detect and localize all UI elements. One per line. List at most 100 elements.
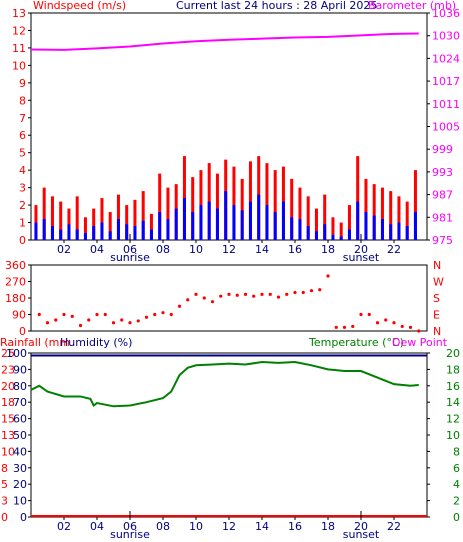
rainfall-y-tick-label: 25 bbox=[1, 347, 15, 360]
compass-tick-label: W bbox=[433, 276, 444, 289]
hour-tick-label: 04 bbox=[90, 243, 104, 256]
sunset-label: sunset bbox=[343, 251, 380, 264]
humidity-y-tick-label: 30 bbox=[13, 462, 27, 475]
compass-tick-label: N bbox=[433, 259, 441, 272]
humidity-y-tick-label: 80 bbox=[13, 380, 27, 393]
wind-direction-point bbox=[103, 312, 107, 317]
rainfall-y-tick-label: 5 bbox=[1, 478, 8, 491]
wind-direction-point bbox=[293, 290, 297, 295]
temperature-y-tick-label: 2 bbox=[453, 495, 460, 508]
wind-direction-point bbox=[210, 300, 215, 304]
wind-direction-point bbox=[301, 290, 305, 295]
wind-y-tick-label: 7 bbox=[19, 112, 26, 125]
sunset-label: sunset bbox=[343, 528, 380, 541]
wind-y-tick-label: 9 bbox=[19, 77, 26, 90]
hour-tick-label: 06 bbox=[123, 243, 137, 256]
hour-tick-label: 16 bbox=[288, 520, 302, 533]
wind-direction-point bbox=[177, 304, 182, 308]
hour-tick-label: 22 bbox=[387, 243, 401, 256]
chart-marks: 0123456789101112139759819879939991005101… bbox=[1, 7, 460, 541]
hour-tick-label: 18 bbox=[321, 243, 335, 256]
humidity-y-tick-label: 60 bbox=[13, 413, 27, 426]
hour-tick-label: 08 bbox=[156, 243, 170, 256]
wind-direction-point bbox=[334, 325, 338, 329]
humidity-y-tick-label: 0 bbox=[20, 511, 27, 524]
temperature-y-tick-label: 14 bbox=[446, 396, 460, 409]
wind-direction-point bbox=[392, 321, 396, 325]
humidity-y-tick-label: 90 bbox=[13, 363, 27, 376]
wind-direction-point bbox=[417, 329, 421, 333]
humidity-legend: Humidity (%) bbox=[60, 336, 132, 349]
barometer-y-tick-label: 1024 bbox=[432, 52, 460, 65]
wind-direction-point bbox=[318, 288, 322, 292]
wind-direction-point bbox=[194, 292, 198, 296]
wind-direction-point bbox=[400, 324, 404, 329]
hour-tick-label: 12 bbox=[222, 520, 236, 533]
wind-direction-point bbox=[54, 318, 58, 322]
temperature-y-tick-label: 8 bbox=[453, 445, 460, 458]
wind-direction-point bbox=[37, 312, 41, 317]
temperature-y-tick-label: 4 bbox=[453, 478, 460, 491]
barometer-axis-title: Barometer (mb) bbox=[368, 0, 456, 12]
direction-y-tick-label: 270 bbox=[5, 276, 26, 289]
wind-direction-point bbox=[384, 318, 388, 322]
barometer-y-tick-label: 999 bbox=[432, 143, 453, 156]
wind-direction-point bbox=[359, 312, 363, 317]
chart-title: Current last 24 hours : 28 April 2025 bbox=[176, 0, 377, 12]
rainfall-y-tick-label: 18 bbox=[1, 396, 15, 409]
wind-direction-point bbox=[144, 315, 149, 319]
rainfall-y-tick-label: 10 bbox=[1, 445, 15, 458]
compass-tick-label: S bbox=[433, 292, 440, 305]
wind-direction-point bbox=[326, 274, 330, 278]
wind-direction-panel bbox=[30, 264, 428, 332]
compass-tick-label: E bbox=[433, 309, 440, 322]
wind-direction-point bbox=[128, 321, 132, 325]
hour-tick-label: 22 bbox=[387, 520, 401, 533]
wind-direction-point bbox=[276, 295, 281, 299]
humidity-y-tick-label: 100 bbox=[6, 347, 27, 360]
hour-tick-label: 04 bbox=[90, 520, 104, 533]
barometer-y-tick-label: 981 bbox=[432, 211, 453, 224]
temperature-line bbox=[30, 361, 419, 408]
direction-y-tick-label: 0 bbox=[19, 325, 26, 338]
humidity-y-tick-label: 20 bbox=[13, 478, 27, 491]
hour-tick-label: 20 bbox=[354, 243, 368, 256]
hour-tick-label: 20 bbox=[354, 520, 368, 533]
wind-direction-point bbox=[235, 293, 239, 297]
wind-direction-point bbox=[111, 321, 116, 325]
temperature-y-tick-label: 0 bbox=[453, 511, 460, 524]
rainfall-y-tick-label: 23 bbox=[1, 363, 15, 376]
wind-direction-point bbox=[351, 324, 355, 329]
rainfall-y-tick-label: 3 bbox=[1, 495, 8, 508]
wind-direction-point bbox=[78, 323, 83, 328]
wind-y-tick-label: 2 bbox=[19, 199, 26, 212]
rainfall-y-tick-label: 13 bbox=[1, 429, 15, 442]
wind-y-tick-label: 4 bbox=[19, 164, 26, 177]
wind-y-tick-label: 8 bbox=[19, 94, 26, 107]
temperature-humidity-panel bbox=[30, 352, 428, 518]
temperature-y-tick-label: 6 bbox=[453, 462, 460, 475]
wind-direction-point bbox=[219, 294, 223, 298]
barometer-y-tick-label: 987 bbox=[432, 189, 453, 202]
barometer-y-tick-label: 975 bbox=[432, 234, 453, 247]
wind-direction-point bbox=[45, 321, 50, 325]
barometer-line bbox=[30, 32, 419, 51]
wind-direction-point bbox=[202, 296, 206, 300]
wind-y-tick-label: 6 bbox=[19, 129, 26, 142]
wind-direction-point bbox=[136, 319, 140, 323]
wind-direction-point bbox=[285, 292, 289, 296]
rainfall-y-tick-label: 20 bbox=[1, 380, 15, 393]
temperature-y-tick-label: 18 bbox=[446, 363, 460, 376]
hour-tick-label: 14 bbox=[255, 520, 269, 533]
hour-tick-label: 18 bbox=[321, 520, 335, 533]
wind-direction-point bbox=[243, 292, 248, 296]
sunrise-label: sunrise bbox=[110, 528, 150, 541]
rainfall-y-tick-label: 15 bbox=[1, 413, 15, 426]
direction-y-tick-label: 180 bbox=[5, 292, 26, 305]
wind-direction-point bbox=[342, 325, 347, 329]
direction-y-tick-label: 360 bbox=[5, 259, 26, 272]
humidity-y-tick-label: 50 bbox=[13, 429, 27, 442]
barometer-y-tick-label: 1005 bbox=[432, 121, 460, 134]
wind-barometer-panel bbox=[30, 12, 428, 241]
